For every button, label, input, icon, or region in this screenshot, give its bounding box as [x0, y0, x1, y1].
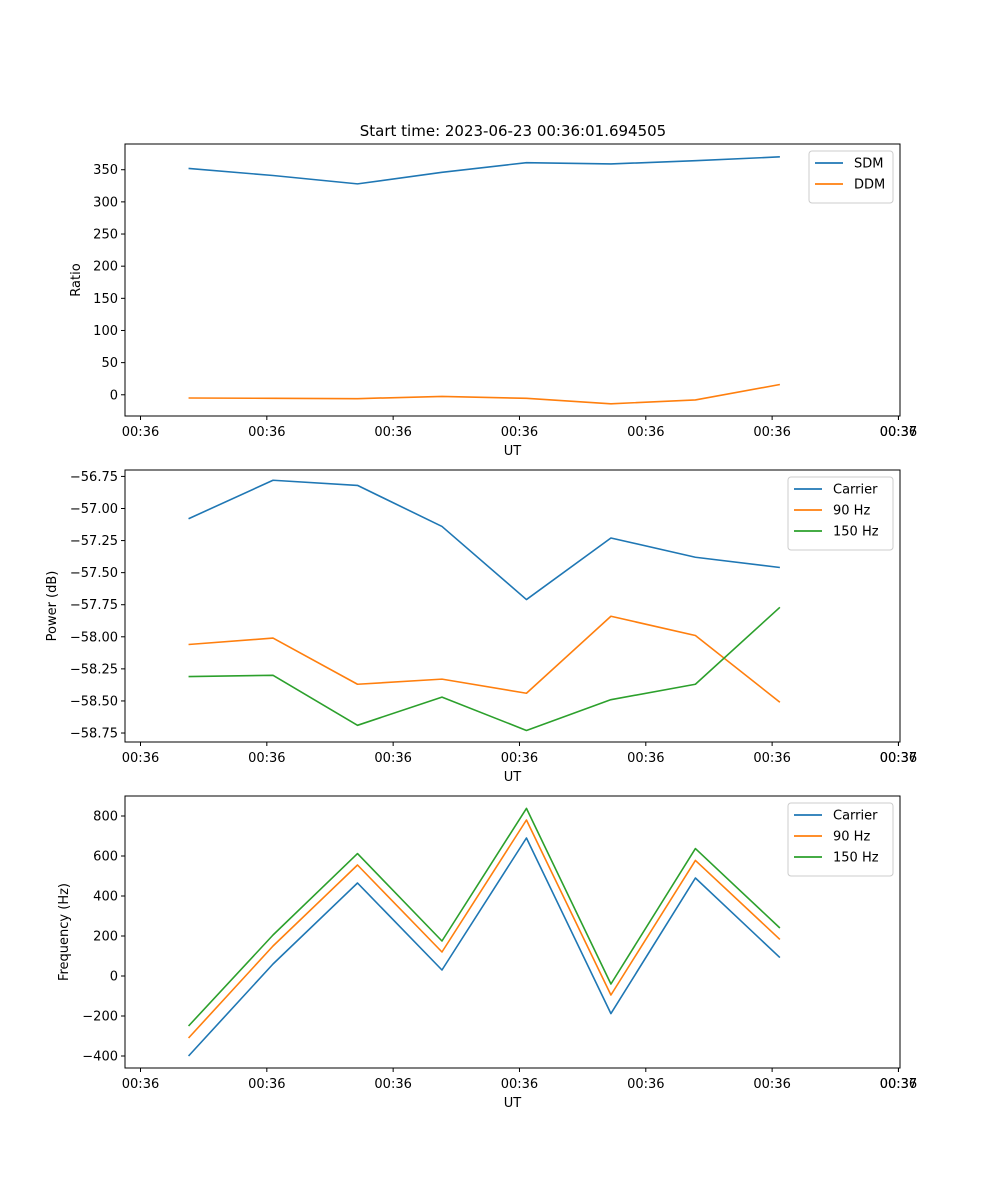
- legend-entry: 150 Hz: [833, 525, 879, 540]
- series-line-150-hz: [187, 807, 781, 1027]
- y-tick-label: 0: [110, 970, 118, 985]
- y-tick-label: 300: [93, 195, 118, 210]
- legend-entry: 90 Hz: [833, 830, 870, 845]
- x-tick-label: 00:36: [501, 1077, 538, 1092]
- y-axis-label: Ratio: [69, 263, 84, 296]
- legend-entry: Carrier: [833, 809, 878, 824]
- y-tick-label: −58.50: [70, 694, 118, 709]
- y-tick-label: 0: [110, 388, 118, 403]
- x-tick-label: 00:36: [122, 751, 159, 766]
- axes-frame: [124, 469, 901, 743]
- x-axis-label: UT: [504, 770, 522, 785]
- x-tick-label: 00:36: [753, 425, 790, 440]
- x-tick-label: 00:37: [880, 751, 917, 766]
- y-tick-label: 100: [93, 324, 118, 339]
- x-tick-label: 00:36: [753, 1077, 790, 1092]
- x-tick-label: 00:36: [627, 751, 664, 766]
- chart-panel-1: 00:36 00:36 00:36 00:36 00:36 00:36 00:3600:37…: [69, 143, 917, 459]
- legend-entry: 150 Hz: [833, 851, 879, 866]
- y-axis-label: Frequency (Hz): [57, 883, 72, 981]
- y-tick-label: 350: [93, 163, 118, 178]
- legend: Carrier 90 Hz 150 Hz: [787, 802, 894, 877]
- series-line-sdm: [188, 156, 780, 185]
- y-tick-label: −58.25: [70, 662, 118, 677]
- x-tick-label: 00:36: [627, 425, 664, 440]
- x-tick-label: 00:36: [880, 751, 917, 766]
- y-tick-label: −57.50: [70, 566, 118, 581]
- x-tick-label: 00:36: [374, 425, 411, 440]
- y-tick-label: 800: [93, 810, 118, 825]
- y-tick-label: −58.00: [70, 630, 118, 645]
- x-tick-label: 00:36: [248, 1077, 285, 1092]
- x-tick-label: 00:36: [880, 1077, 917, 1092]
- y-tick-label: 200: [93, 930, 118, 945]
- legend: SDM DDM: [808, 150, 894, 204]
- y-tick-label: 250: [93, 228, 118, 243]
- chart-panel-2: 00:36 00:36 00:36 00:36 00:36 00:36 00:3600:37…: [45, 469, 917, 785]
- x-tick-label: 00:36: [248, 425, 285, 440]
- legend-box: [808, 150, 894, 204]
- x-tick-label: 00:36: [374, 1077, 411, 1092]
- x-axis-label: UT: [504, 1096, 522, 1111]
- x-tick-label: 00:36: [122, 1077, 159, 1092]
- x-tick-label: 00:36: [122, 425, 159, 440]
- y-tick-label: 600: [93, 850, 118, 865]
- legend-entry: Carrier: [833, 483, 878, 498]
- x-axis-label: UT: [504, 444, 522, 459]
- series-line-150-hz: [188, 606, 781, 732]
- series-line-carrier: [188, 479, 780, 601]
- legend-entry: 90 Hz: [833, 504, 870, 519]
- x-tick-label: 00:36: [753, 751, 790, 766]
- figure-title: Start time: 2023-06-23 00:36:01.694505: [360, 122, 666, 140]
- x-tick-label: 00:36: [501, 751, 538, 766]
- chart-panel-3: 00:36 00:36 00:36 00:36 00:36 00:36 00:3600:37…: [57, 795, 917, 1111]
- y-tick-label: 150: [93, 292, 118, 307]
- y-tick-label: −200: [82, 1010, 118, 1025]
- y-tick-label: 50: [101, 356, 118, 371]
- y-tick-label: −56.75: [70, 470, 118, 485]
- y-tick-label: −57.00: [70, 502, 118, 517]
- series-line-90-hz: [188, 615, 781, 703]
- y-tick-label: −400: [82, 1050, 118, 1065]
- legend-entry: SDM: [854, 157, 883, 172]
- series-line-90-hz: [187, 819, 781, 1039]
- y-tick-label: −57.75: [70, 598, 118, 613]
- x-tick-label: 00:37: [880, 425, 917, 440]
- x-tick-label: 00:36: [501, 425, 538, 440]
- x-tick-label: 00:36: [374, 751, 411, 766]
- y-tick-label: −58.75: [70, 727, 118, 742]
- y-tick-label: 200: [93, 260, 118, 275]
- x-tick-label: 00:37: [880, 1077, 917, 1092]
- legend: Carrier 90 Hz 150 Hz: [787, 476, 894, 551]
- legend-entry: DDM: [854, 178, 885, 193]
- y-tick-label: −57.25: [70, 534, 118, 549]
- panels: 00:36 00:36 00:36 00:36 00:36 00:36 00:3600:37…: [45, 143, 917, 1111]
- x-tick-label: 00:36: [248, 751, 285, 766]
- x-tick-label: 00:36: [880, 425, 917, 440]
- axes-frame: [124, 143, 901, 417]
- y-tick-label: 400: [93, 890, 118, 905]
- series-line-ddm: [188, 383, 781, 405]
- y-axis-label: Power (dB): [45, 571, 60, 642]
- x-tick-label: 00:36: [627, 1077, 664, 1092]
- axes-frame: [124, 795, 901, 1069]
- series-line-carrier: [187, 837, 781, 1057]
